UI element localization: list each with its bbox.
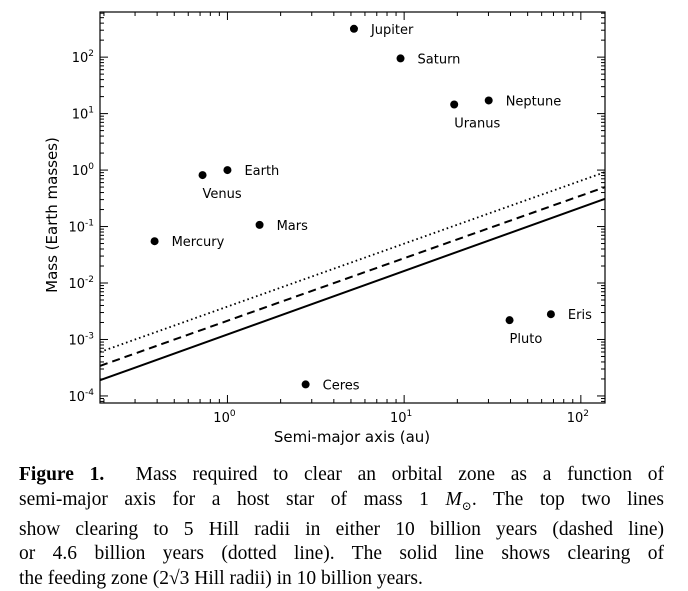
y-tick-label: 10-4 [68,388,94,405]
planet-label: Jupiter [370,23,414,38]
planet-point [223,166,232,175]
planet-label: Ceres [323,378,360,393]
figure-label: Figure 1. [19,464,105,485]
figure-caption: Figure 1. Mass required to clear an orbi… [19,463,664,591]
planet-label: Pluto [510,332,543,347]
caption-line: the feeding zone (2√3 Hill radii) in 10 … [19,567,423,589]
x-axis-label: Semi-major axis (au) [274,428,430,446]
planet-point [450,100,459,109]
caption-line: semi-major axis for a host star of mass … [19,488,665,513]
x-tick-label: 101 [390,409,412,426]
plot-frame [99,11,606,404]
planet-point [349,24,358,33]
planet-point [484,96,493,105]
x-tick-label: 102 [567,409,589,426]
planet-label: Saturn [418,52,461,67]
planet-point [505,316,514,325]
dotted-line [99,171,606,353]
caption-line: or 4.6 billion years (dotted line). The … [19,543,664,565]
axis-ticks [100,12,605,403]
y-tick-label: 102 [72,49,94,66]
planet-label: Mercury [172,235,225,250]
x-tick-label: 100 [213,409,236,426]
y-tick-label: 10-3 [68,331,94,348]
caption-line: Figure 1. Mass required to clear an orbi… [19,464,664,485]
y-tick-label: 10-2 [68,275,94,292]
caption-line: show clearing to 5 Hill radii in either … [19,518,664,540]
planet-label: Eris [568,308,592,323]
y-axis-label: Mass (Earth masses) [43,137,61,293]
planet-point [198,171,207,180]
dashed-line [99,186,606,367]
planet-label: Uranus [454,116,500,131]
planet-point [396,54,405,63]
y-tick-label: 101 [72,106,94,123]
planet-label: Mars [277,219,309,234]
planet-point [150,237,159,246]
tick-labels: 100 101 102 10-4 10-3 10-2 10-1 100 101 102 [68,49,589,426]
planet-point [255,220,264,229]
y-tick-label: 100 [72,162,95,179]
planet-label: Venus [203,187,242,202]
planet-label: Neptune [506,94,562,109]
planet-point [301,380,310,389]
planet-label: Earth [244,164,279,179]
threshold-lines [99,171,606,382]
solid-line [99,197,606,382]
y-tick-label: 10-1 [68,219,94,236]
planet-point [546,310,555,319]
